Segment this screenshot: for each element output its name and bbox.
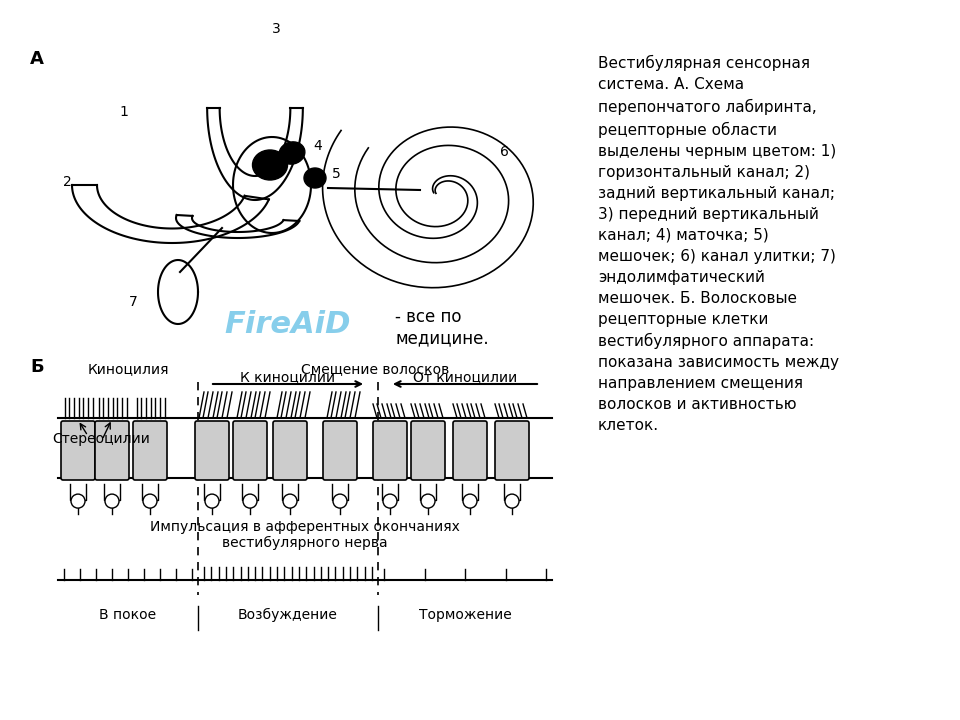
Circle shape	[105, 494, 119, 508]
Text: FireAiD: FireAiD	[225, 310, 351, 339]
FancyBboxPatch shape	[233, 421, 267, 480]
Text: Вестибулярная сенсорная
система. А. Схема
перепончатого лабиринта,
рецепторные о: Вестибулярная сенсорная система. А. Схем…	[598, 55, 839, 433]
FancyBboxPatch shape	[411, 421, 445, 480]
Text: От киноцилии: От киноцилии	[413, 370, 517, 384]
FancyBboxPatch shape	[323, 421, 357, 480]
Ellipse shape	[252, 150, 287, 180]
Text: 5: 5	[332, 167, 341, 181]
Text: 2: 2	[63, 175, 72, 189]
FancyBboxPatch shape	[373, 421, 407, 480]
Text: А: А	[30, 50, 44, 68]
FancyBboxPatch shape	[133, 421, 167, 480]
Circle shape	[421, 494, 435, 508]
Circle shape	[505, 494, 519, 508]
Circle shape	[283, 494, 297, 508]
Ellipse shape	[304, 168, 326, 188]
Circle shape	[333, 494, 347, 508]
Ellipse shape	[279, 142, 305, 164]
FancyBboxPatch shape	[495, 421, 529, 480]
Text: Киноцилия: Киноцилия	[87, 362, 169, 376]
Text: В покое: В покое	[100, 608, 156, 622]
Text: 3: 3	[272, 22, 280, 36]
Text: 6: 6	[500, 145, 509, 159]
Text: Смещение волосков: Смещение волосков	[300, 362, 449, 376]
Text: Импульсация в афферентных окончаниях
вестибулярного нерва: Импульсация в афферентных окончаниях вес…	[150, 520, 460, 550]
FancyBboxPatch shape	[453, 421, 487, 480]
Text: Возбуждение: Возбуждение	[238, 608, 338, 622]
FancyBboxPatch shape	[95, 421, 129, 480]
FancyBboxPatch shape	[61, 421, 95, 480]
Circle shape	[205, 494, 219, 508]
Circle shape	[463, 494, 477, 508]
Circle shape	[243, 494, 257, 508]
Circle shape	[71, 494, 85, 508]
Text: Стереоцилии: Стереоцилии	[52, 432, 150, 446]
FancyBboxPatch shape	[273, 421, 307, 480]
Text: 4: 4	[313, 139, 322, 153]
Text: К киноцилии: К киноцилии	[240, 370, 336, 384]
Text: Торможение: Торможение	[419, 608, 512, 622]
Text: Б: Б	[30, 358, 43, 376]
Text: 7: 7	[130, 295, 138, 309]
Text: 1: 1	[119, 105, 128, 119]
FancyBboxPatch shape	[195, 421, 229, 480]
Circle shape	[383, 494, 397, 508]
Circle shape	[143, 494, 157, 508]
Text: - все по
медицине.: - все по медицине.	[395, 308, 489, 347]
